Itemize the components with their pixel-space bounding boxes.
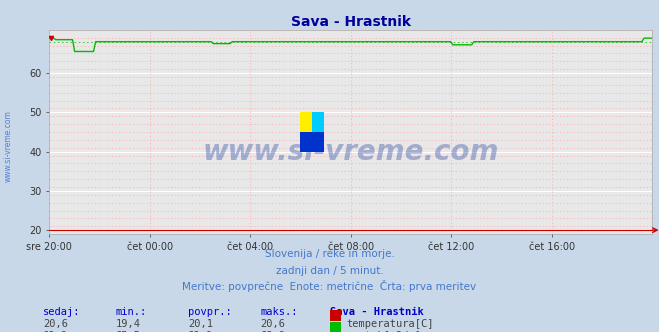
Text: 68,9: 68,9 xyxy=(43,331,68,332)
Text: sedaj:: sedaj: xyxy=(43,307,80,317)
Text: 65,5: 65,5 xyxy=(115,331,140,332)
Text: min.:: min.: xyxy=(115,307,146,317)
Text: povpr.:: povpr.: xyxy=(188,307,231,317)
Text: 20,6: 20,6 xyxy=(43,319,68,329)
Text: Sava - Hrastnik: Sava - Hrastnik xyxy=(330,307,423,317)
Text: www.si-vreme.com: www.si-vreme.com xyxy=(3,110,13,182)
Text: www.si-vreme.com: www.si-vreme.com xyxy=(203,138,499,166)
Text: Meritve: povprečne  Enote: metrične  Črta: prva meritev: Meritve: povprečne Enote: metrične Črta:… xyxy=(183,281,476,292)
Bar xyxy=(300,112,312,132)
Text: pretok[m3/s]: pretok[m3/s] xyxy=(346,331,421,332)
Text: 68,9: 68,9 xyxy=(260,331,285,332)
Text: maks.:: maks.: xyxy=(260,307,298,317)
Title: Sava - Hrastnik: Sava - Hrastnik xyxy=(291,15,411,29)
Text: temperatura[C]: temperatura[C] xyxy=(346,319,434,329)
Text: 19,4: 19,4 xyxy=(115,319,140,329)
Text: Slovenija / reke in morje.: Slovenija / reke in morje. xyxy=(264,249,395,259)
Text: 20,1: 20,1 xyxy=(188,319,213,329)
Text: 20,6: 20,6 xyxy=(260,319,285,329)
Bar xyxy=(300,132,324,152)
Text: 68,0: 68,0 xyxy=(188,331,213,332)
Text: zadnji dan / 5 minut.: zadnji dan / 5 minut. xyxy=(275,266,384,276)
Bar xyxy=(312,112,324,132)
